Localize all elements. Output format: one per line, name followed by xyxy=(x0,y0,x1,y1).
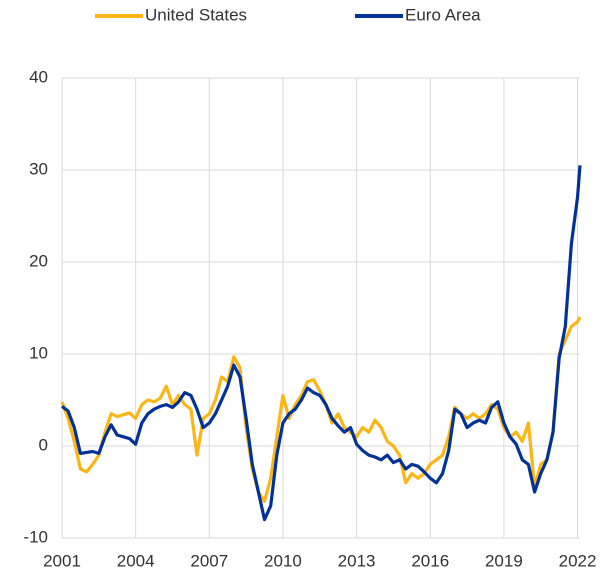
x-tick-label: 2004 xyxy=(117,551,155,570)
x-tick-label: 2001 xyxy=(43,551,81,570)
y-tick-label: 40 xyxy=(29,67,48,86)
series-line xyxy=(60,316,582,503)
y-tick-label: 20 xyxy=(29,251,48,270)
x-tick-label: 2010 xyxy=(264,551,302,570)
x-tick-label: 2019 xyxy=(485,551,523,570)
legend-label: Euro Area xyxy=(405,5,481,24)
y-tick-label: 30 xyxy=(29,159,48,178)
y-tick-label: -10 xyxy=(23,527,48,546)
x-tick-label: 2022 xyxy=(559,551,597,570)
x-tick-label: 2013 xyxy=(338,551,376,570)
x-tick-label: 2016 xyxy=(411,551,449,570)
series-line xyxy=(61,165,582,522)
y-tick-label: 0 xyxy=(39,435,48,454)
x-tick-label: 2007 xyxy=(190,551,228,570)
y-tick-label: 10 xyxy=(29,343,48,362)
legend-label: United States xyxy=(145,5,247,24)
